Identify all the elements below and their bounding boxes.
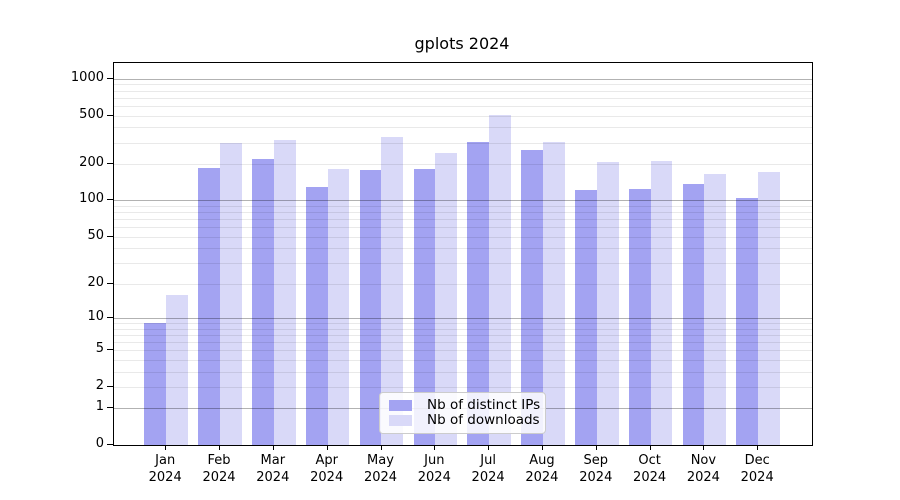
x-tick-label: Sep 2024 bbox=[579, 453, 613, 485]
x-tick bbox=[541, 445, 543, 450]
y-tick bbox=[107, 444, 113, 445]
y-tick-label: 2 bbox=[95, 377, 104, 393]
y-tick bbox=[107, 199, 113, 201]
y-tick bbox=[107, 349, 113, 350]
legend: Nb of distinct IPs Nb of downloads bbox=[379, 392, 546, 434]
x-tick bbox=[380, 445, 382, 450]
bar-distinct-ips-sep bbox=[574, 190, 597, 445]
y-tick-label: 0 bbox=[95, 436, 104, 451]
bar-downloads-aug bbox=[542, 141, 565, 445]
bar-distinct-ips-mar bbox=[252, 158, 274, 445]
major-gridline bbox=[114, 78, 812, 80]
bar-distinct-ips-may bbox=[359, 170, 382, 445]
bar-downloads-dec bbox=[758, 171, 781, 445]
minor-gridline bbox=[114, 90, 812, 92]
bar-distinct-ips-dec bbox=[736, 197, 759, 445]
x-tick bbox=[326, 445, 328, 450]
x-tick-label: Aug 2024 bbox=[525, 453, 559, 485]
bar-distinct-ips-apr bbox=[305, 186, 328, 445]
legend-label-downloads: Nb of downloads bbox=[427, 412, 540, 428]
minor-gridline bbox=[114, 84, 812, 86]
bar-downloads-jul bbox=[489, 115, 511, 445]
x-tick bbox=[703, 445, 705, 450]
x-tick-label: Jul 2024 bbox=[471, 453, 505, 485]
minor-gridline bbox=[114, 115, 812, 117]
minor-gridline bbox=[114, 127, 812, 129]
x-tick-label: Nov 2024 bbox=[686, 453, 720, 485]
y-tick bbox=[107, 316, 113, 318]
bar-distinct-ips-oct bbox=[628, 188, 651, 445]
y-tick bbox=[107, 282, 113, 284]
x-tick-label: Jan 2024 bbox=[148, 453, 182, 485]
legend-label-distinct-ips: Nb of distinct IPs bbox=[427, 397, 541, 413]
bar-downloads-mar bbox=[273, 139, 296, 445]
x-tick bbox=[488, 445, 490, 450]
y-tick-label: 1 bbox=[95, 399, 104, 415]
downloads-swatch bbox=[389, 415, 412, 426]
bar-downloads-oct bbox=[650, 161, 673, 445]
x-tick bbox=[595, 445, 597, 450]
y-tick-label: 5 bbox=[95, 341, 104, 356]
bar-downloads-jan bbox=[166, 294, 188, 445]
bar-downloads-sep bbox=[596, 162, 619, 445]
x-tick-label: Oct 2024 bbox=[633, 453, 667, 485]
y-tick bbox=[107, 235, 113, 237]
plot-area bbox=[113, 62, 813, 446]
x-tick-label: Jun 2024 bbox=[417, 453, 451, 485]
y-tick-label: 500 bbox=[79, 106, 104, 122]
legend-item-downloads: Nb of downloads bbox=[389, 413, 540, 428]
x-tick bbox=[434, 445, 436, 450]
x-tick bbox=[649, 445, 651, 450]
y-tick-label: 100 bbox=[79, 191, 104, 207]
minor-gridline bbox=[114, 105, 812, 107]
bar-downloads-jun bbox=[435, 152, 458, 445]
y-tick bbox=[107, 114, 113, 116]
x-tick bbox=[165, 445, 167, 450]
y-tick bbox=[107, 385, 113, 387]
legend-item-distinct-ips: Nb of distinct IPs bbox=[389, 398, 540, 413]
x-tick bbox=[757, 445, 759, 450]
bar-distinct-ips-feb bbox=[198, 167, 221, 445]
bar-downloads-feb bbox=[220, 143, 242, 445]
y-tick-label: 200 bbox=[79, 154, 104, 170]
x-tick bbox=[219, 445, 220, 450]
x-tick-label: Mar 2024 bbox=[256, 453, 290, 485]
minor-gridline bbox=[114, 142, 812, 144]
minor-gridline bbox=[114, 163, 812, 165]
y-tick-label: 20 bbox=[87, 274, 104, 290]
bar-downloads-may bbox=[381, 136, 404, 445]
x-tick-label: Dec 2024 bbox=[740, 453, 774, 485]
y-tick bbox=[107, 77, 113, 79]
x-tick-label: May 2024 bbox=[363, 453, 398, 485]
bar-distinct-ips-aug bbox=[521, 150, 543, 445]
y-tick-label: 50 bbox=[87, 227, 104, 243]
x-tick-label: Apr 2024 bbox=[310, 453, 344, 485]
minor-gridline bbox=[114, 97, 812, 99]
bar-downloads-apr bbox=[327, 168, 350, 445]
bar-downloads-nov bbox=[704, 173, 727, 445]
y-tick bbox=[107, 407, 113, 409]
bar-distinct-ips-nov bbox=[682, 184, 705, 445]
chart-title: gplots 2024 bbox=[414, 34, 510, 53]
bar-distinct-ips-jun bbox=[413, 168, 436, 445]
y-tick-label: 10 bbox=[87, 308, 104, 324]
y-tick-label: 1000 bbox=[70, 69, 104, 85]
y-tick bbox=[107, 162, 113, 164]
x-tick-label: Feb 2024 bbox=[202, 453, 236, 485]
x-tick bbox=[272, 445, 274, 450]
bar-distinct-ips-jul bbox=[467, 142, 490, 445]
bar-distinct-ips-jan bbox=[144, 322, 167, 445]
distinct-ips-swatch bbox=[389, 400, 412, 411]
